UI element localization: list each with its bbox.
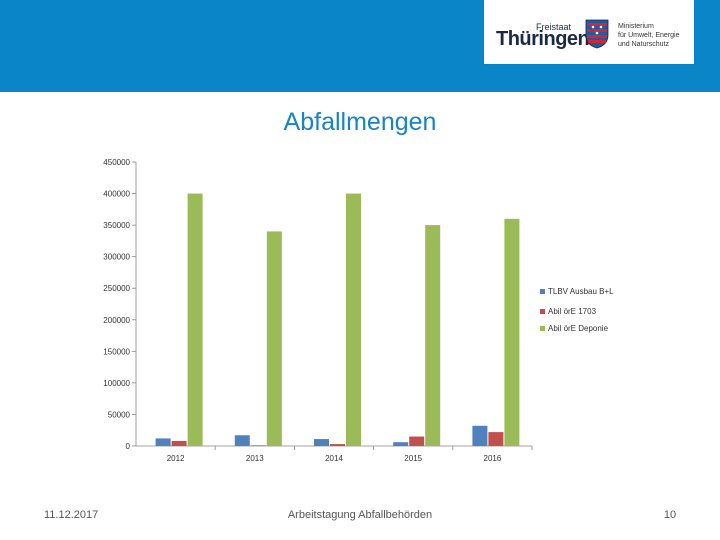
bar-2013-series-3: [266, 231, 282, 446]
legend-item: Abil örE 1703: [540, 307, 597, 316]
slide-title: Abfallmengen: [283, 108, 437, 136]
y-tick-label: 250000: [103, 284, 130, 293]
y-tick-label: 400000: [103, 190, 130, 199]
ministry-name: Ministerium für Umwelt, Energie und Natu…: [618, 22, 690, 49]
bar-2015-series-3: [425, 225, 441, 446]
legend-label: Abil örE 1703: [548, 307, 597, 316]
y-tick-label: 150000: [103, 347, 130, 356]
footer-page-number: 10: [663, 509, 677, 521]
ministry-line-1: Ministerium: [618, 23, 654, 30]
logo-freistaat-text: Freistaat: [536, 22, 572, 32]
legend-swatch: [540, 309, 545, 314]
legend-item: Abil örE Deponie: [540, 324, 609, 333]
x-tick-label: 2014: [325, 454, 343, 463]
bar-2016-series-2: [488, 432, 504, 446]
x-tick-label: 2015: [404, 454, 422, 463]
x-tick-label: 2013: [246, 454, 264, 463]
footer-date: 11.12.2017: [44, 509, 99, 521]
logo-thueringen-text: Thüringen: [496, 28, 590, 50]
legend-item: TLBV Ausbau B+L: [540, 287, 614, 296]
bar-2014-series-2: [330, 444, 345, 446]
ministry-line-3: und Naturschutz: [618, 41, 669, 48]
ministry-logo: Freistaat Thüringen Ministerium für Umwe…: [484, 0, 694, 64]
legend-label: TLBV Ausbau B+L: [548, 287, 614, 296]
legend-label: Abil örE Deponie: [548, 324, 609, 333]
y-tick-label: 50000: [108, 410, 131, 419]
y-tick-label: 300000: [103, 253, 130, 262]
bar-2013-series-2: [250, 445, 266, 446]
x-tick-label: 2012: [167, 454, 185, 463]
x-tick-label: 2016: [484, 454, 502, 463]
bar-2012-series-1: [155, 438, 171, 446]
legend-swatch: [540, 289, 545, 294]
y-tick-label: 350000: [103, 221, 130, 230]
footer-event-title: Arbeitstagung Abfallbehörden: [287, 509, 433, 521]
bar-2015-series-2: [409, 436, 425, 446]
bar-2012-series-2: [171, 440, 187, 446]
bar-2016-series-1: [472, 425, 488, 446]
y-tick-label: 100000: [103, 379, 130, 388]
y-tick-label: 450000: [103, 158, 130, 167]
coat-of-arms-icon: [585, 19, 609, 49]
y-tick-label: 200000: [103, 316, 130, 325]
bar-2015-series-1: [393, 442, 409, 446]
legend-swatch: [540, 326, 545, 331]
bar-2014-series-1: [314, 439, 329, 446]
y-tick-label: 0: [126, 442, 131, 451]
bar-2014-series-3: [346, 193, 361, 446]
bar-2016-series-3: [504, 218, 520, 446]
bar-2013-series-1: [234, 435, 250, 446]
bar-2012-series-3: [187, 193, 203, 446]
ministry-line-2: für Umwelt, Energie: [618, 32, 680, 39]
